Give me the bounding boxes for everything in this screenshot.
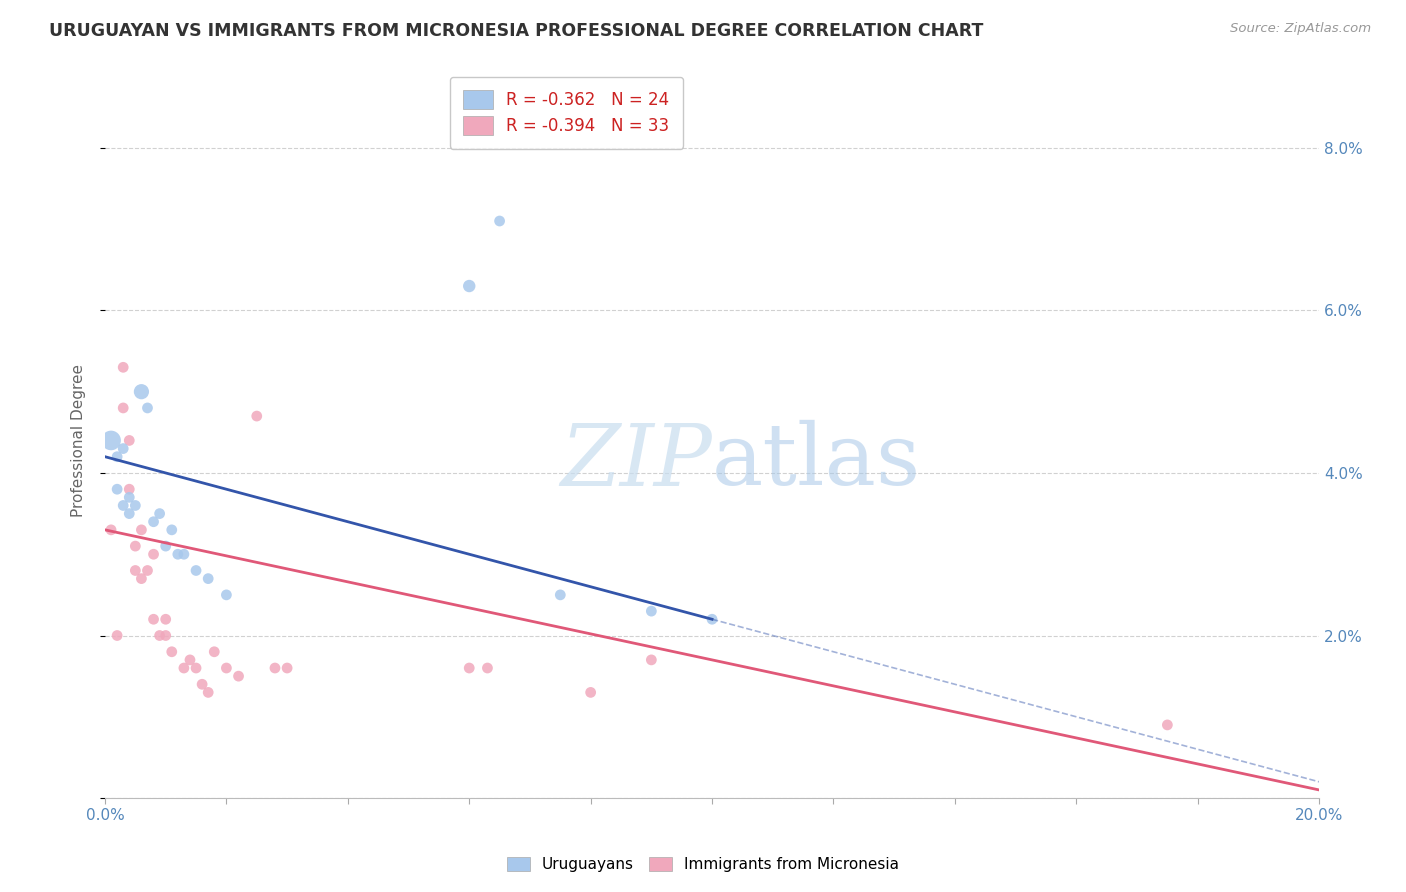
Text: URUGUAYAN VS IMMIGRANTS FROM MICRONESIA PROFESSIONAL DEGREE CORRELATION CHART: URUGUAYAN VS IMMIGRANTS FROM MICRONESIA …: [49, 22, 984, 40]
Point: [100, 523, 122, 537]
Point: [458, 279, 481, 293]
Point: [155, 539, 177, 553]
Point: [131, 572, 153, 586]
Point: [700, 612, 723, 626]
Point: [184, 661, 207, 675]
Point: [640, 653, 662, 667]
Point: [264, 661, 287, 675]
Point: [124, 499, 146, 513]
Point: [118, 507, 141, 521]
Point: [246, 409, 269, 423]
Point: [118, 482, 141, 496]
Point: [124, 539, 146, 553]
Point: [112, 360, 135, 375]
Point: [118, 491, 141, 505]
Point: [149, 507, 172, 521]
Point: [105, 450, 128, 464]
Point: [136, 564, 159, 578]
Point: [105, 482, 128, 496]
Point: [155, 628, 177, 642]
Point: [136, 401, 159, 415]
Point: [579, 685, 602, 699]
Point: [488, 214, 510, 228]
Point: [215, 588, 238, 602]
Point: [228, 669, 250, 683]
Point: [276, 661, 298, 675]
Point: [197, 685, 219, 699]
Point: [112, 442, 135, 456]
Point: [173, 547, 195, 561]
Point: [477, 661, 499, 675]
Point: [149, 628, 172, 642]
Point: [131, 523, 153, 537]
Point: [1156, 718, 1178, 732]
Point: [142, 612, 165, 626]
Point: [184, 564, 207, 578]
Point: [112, 499, 135, 513]
Point: [173, 661, 195, 675]
Point: [124, 564, 146, 578]
Point: [142, 515, 165, 529]
Text: ZIP: ZIP: [560, 420, 711, 503]
Point: [160, 523, 183, 537]
Point: [458, 661, 481, 675]
Point: [640, 604, 662, 618]
Point: [160, 645, 183, 659]
Point: [131, 384, 153, 399]
Point: [179, 653, 201, 667]
Point: [191, 677, 214, 691]
Text: atlas: atlas: [711, 420, 921, 503]
Point: [215, 661, 238, 675]
Y-axis label: Professional Degree: Professional Degree: [72, 364, 86, 517]
Point: [105, 628, 128, 642]
Point: [142, 547, 165, 561]
Point: [166, 547, 188, 561]
Point: [100, 434, 122, 448]
Point: [550, 588, 572, 602]
Point: [118, 434, 141, 448]
Legend: Uruguayans, Immigrants from Micronesia: Uruguayans, Immigrants from Micronesia: [499, 849, 907, 880]
Legend: R = -0.362   N = 24, R = -0.394   N = 33: R = -0.362 N = 24, R = -0.394 N = 33: [450, 77, 683, 149]
Text: Source: ZipAtlas.com: Source: ZipAtlas.com: [1230, 22, 1371, 36]
Point: [197, 572, 219, 586]
Point: [202, 645, 225, 659]
Point: [112, 401, 135, 415]
Point: [155, 612, 177, 626]
